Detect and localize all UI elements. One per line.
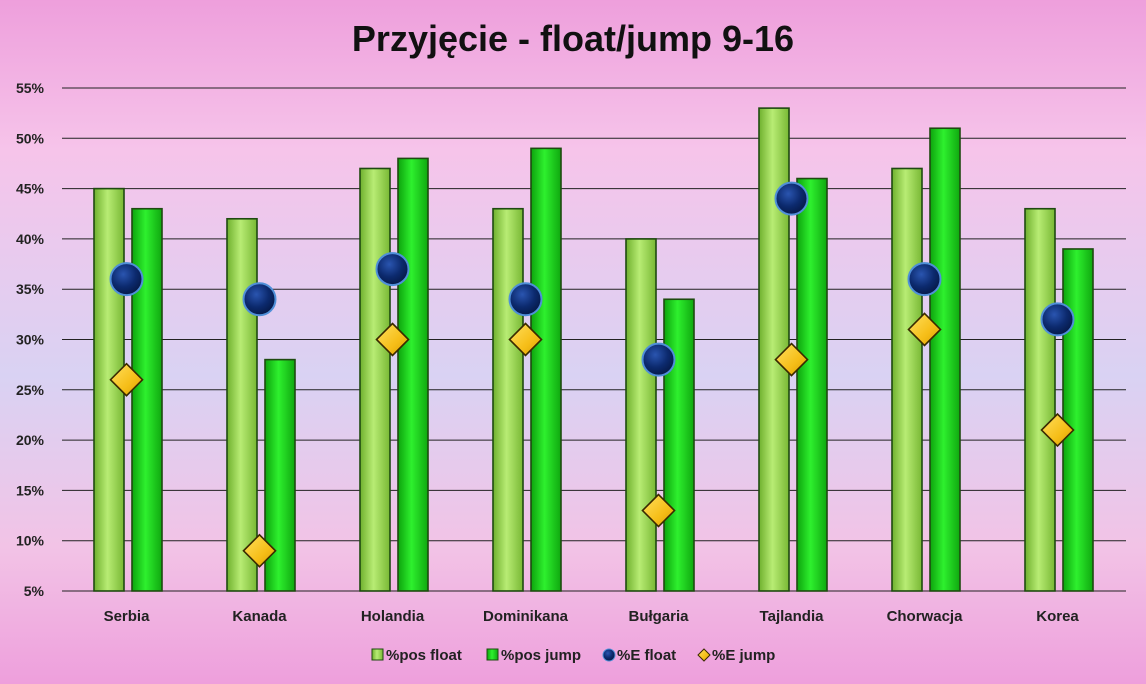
legend-pos-float-label: %pos float	[386, 647, 462, 664]
marker-e-jump	[109, 362, 144, 397]
chart-title: Przyjęcie - float/jump 9-16	[351, 18, 795, 59]
marker-e-jump	[375, 322, 410, 357]
marker-e-float	[242, 282, 277, 317]
category-label: Kanada	[232, 608, 287, 625]
bars	[93, 107, 1094, 592]
y-tick-label: 45%	[16, 181, 45, 197]
bar-pos-jump	[663, 298, 695, 592]
markers	[109, 181, 1075, 568]
marker-e-jump	[508, 322, 543, 357]
y-tick-label: 15%	[16, 482, 45, 498]
y-tick-label: 50%	[16, 130, 45, 146]
y-tick-label: 25%	[16, 382, 45, 398]
marker-e-float	[508, 282, 543, 317]
bar-pos-float	[226, 217, 258, 592]
marker-e-jump	[1040, 412, 1075, 448]
category-label: Bułgaria	[628, 608, 689, 625]
legend-e-float-swatch	[602, 648, 616, 662]
category-label: Holandia	[361, 608, 425, 625]
legend-pos-float-swatch	[371, 648, 384, 661]
marker-e-jump	[774, 342, 809, 377]
legend-e-float-label: %E float	[617, 647, 676, 664]
bar-pos-float	[625, 238, 657, 592]
legend-pos-jump-swatch	[486, 648, 499, 661]
y-tick-label: 20%	[16, 432, 45, 448]
bar-pos-float	[1024, 207, 1056, 592]
marker-e-float	[109, 262, 144, 297]
y-tick-label: 10%	[16, 533, 45, 549]
category-label: Chorwacja	[887, 608, 964, 625]
y-axis: 5% 10% 15% 20% 25% 30% 35% 40% 45% 50% 55%	[16, 80, 45, 599]
bar-pos-float	[891, 167, 923, 592]
marker-e-float	[774, 181, 809, 216]
y-tick-label: 35%	[16, 281, 45, 297]
marker-e-float	[641, 342, 676, 377]
y-tick-label: 55%	[16, 80, 45, 96]
marker-e-jump	[641, 493, 676, 528]
legend-e-jump-swatch	[697, 648, 711, 662]
y-tick-label: 30%	[16, 332, 45, 348]
gridlines	[62, 87, 1126, 592]
bar-pos-float	[492, 207, 524, 592]
legend: %pos float %pos jump %E float %E jump	[371, 647, 775, 664]
bar-pos-jump	[796, 177, 828, 592]
bar-pos-jump	[530, 147, 562, 592]
legend-pos-jump-label: %pos jump	[501, 647, 581, 664]
x-axis: Serbia Kanada Holandia Dominikana Bułgaria Ta…	[104, 608, 1080, 625]
marker-e-float	[907, 262, 942, 297]
marker-e-jump	[907, 312, 942, 347]
y-tick-label: 40%	[16, 231, 45, 247]
bar-pos-float	[359, 167, 391, 592]
bar-pos-jump	[397, 157, 429, 592]
y-tick-label: 5%	[24, 583, 45, 599]
legend-e-jump-label: %E jump	[712, 647, 775, 664]
bar-pos-jump	[929, 127, 961, 592]
marker-e-float	[375, 252, 410, 287]
bar-pos-jump	[1062, 248, 1094, 592]
marker-e-float	[1040, 302, 1075, 337]
category-label: Serbia	[104, 608, 151, 625]
category-label: Tajlandia	[760, 608, 825, 625]
category-label: Dominikana	[483, 608, 569, 625]
bar-pos-jump	[131, 207, 163, 592]
marker-e-jump	[242, 533, 277, 568]
category-label: Korea	[1036, 608, 1079, 625]
